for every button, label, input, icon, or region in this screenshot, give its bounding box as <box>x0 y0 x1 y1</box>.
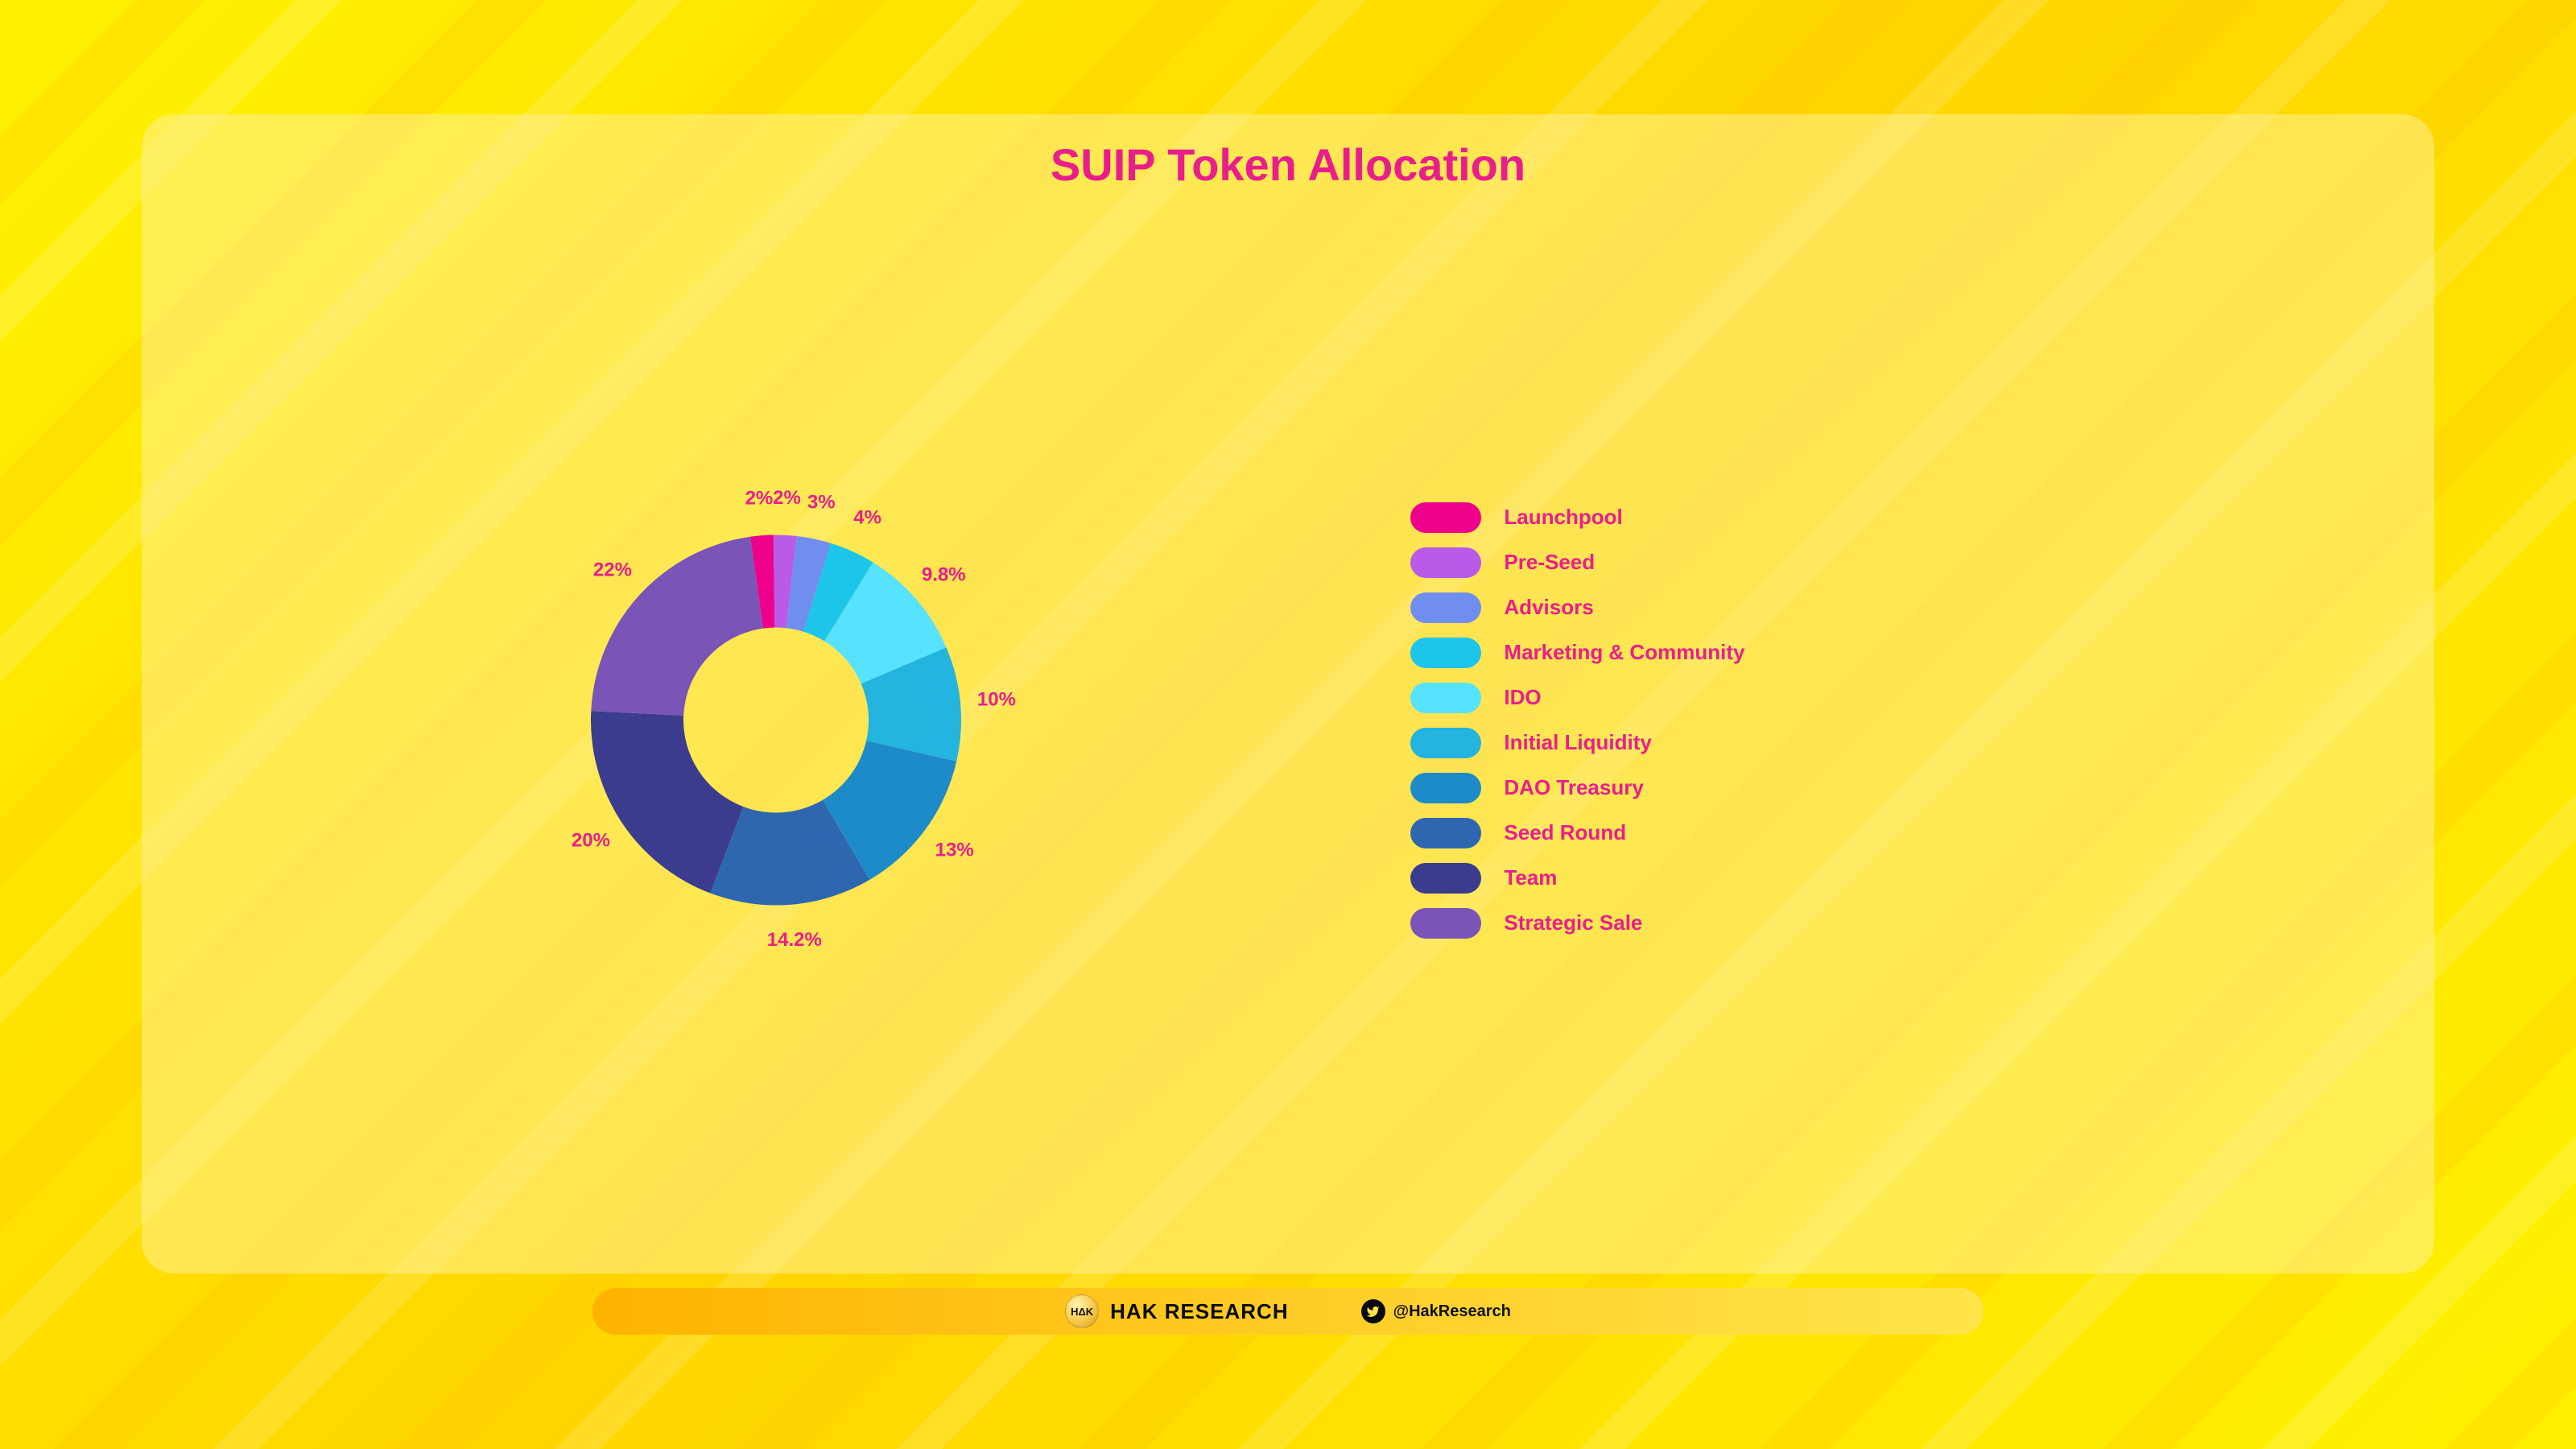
legend-label: Team <box>1504 865 1557 890</box>
legend-item: Team <box>1410 863 2370 894</box>
legend-label: Seed Round <box>1504 820 1626 845</box>
donut-segment <box>591 711 743 893</box>
legend-label: Launchpool <box>1504 505 1622 530</box>
legend-swatch <box>1410 863 1481 894</box>
legend-swatch <box>1410 908 1481 939</box>
legend-swatch <box>1410 773 1481 803</box>
footer-bar: HΔK HAK RESEARCH @HakResearch <box>592 1288 1984 1335</box>
segment-percent-label: 2% <box>773 487 801 509</box>
segment-percent-label: 22% <box>593 559 632 580</box>
legend-item: IDO <box>1410 683 2370 713</box>
segment-percent-label: 2% <box>745 488 774 510</box>
chart-title: SUIP Token Allocation <box>190 138 2386 191</box>
segment-percent-label: 9.8% <box>922 564 966 585</box>
segment-percent-label: 13% <box>935 840 974 861</box>
brand-logo-icon: HΔK <box>1065 1294 1099 1328</box>
brand: HΔK HAK RESEARCH <box>1065 1294 1288 1328</box>
legend-item: Launchpool <box>1410 502 2370 533</box>
legend-swatch <box>1410 818 1481 848</box>
legend-item: Marketing & Community <box>1410 638 2370 668</box>
legend: Launchpool Pre-Seed Advisors Marketing & Co… <box>1410 502 2386 939</box>
legend-swatch <box>1410 547 1481 578</box>
legend-item: Initial Liquidity <box>1410 728 2370 758</box>
donut-chart-container: 2%2% 3% 4% 9.8% 10% 13% 14.2% 20% 22% <box>190 199 1362 1241</box>
legend-swatch <box>1410 592 1481 623</box>
legend-label: Marketing & Community <box>1504 640 1744 665</box>
legend-item: Seed Round <box>1410 818 2370 848</box>
legend-label: DAO Treasury <box>1504 775 1643 800</box>
legend-label: Pre-Seed <box>1504 550 1595 575</box>
legend-label: Initial Liquidity <box>1504 730 1651 755</box>
content-row: 2%2% 3% 4% 9.8% 10% 13% 14.2% 20% 22% Launchpool… <box>190 199 2386 1241</box>
chart-card: SUIP Token Allocation 2%2% 3% 4% 9.8% 10% 13%… <box>142 114 2434 1274</box>
legend-item: Strategic Sale <box>1410 908 2370 939</box>
legend-item: Pre-Seed <box>1410 547 2370 578</box>
twitter-link[interactable]: @HakResearch <box>1361 1299 1511 1323</box>
segment-percent-label: 10% <box>977 688 1016 710</box>
legend-swatch <box>1410 683 1481 713</box>
twitter-handle: @HakResearch <box>1393 1302 1511 1321</box>
legend-item: DAO Treasury <box>1410 773 2370 803</box>
legend-item: Advisors <box>1410 592 2370 623</box>
legend-swatch <box>1410 638 1481 668</box>
twitter-icon <box>1361 1299 1385 1323</box>
segment-percent-label: 4% <box>853 506 881 528</box>
segment-percent-label: 14.2% <box>767 929 822 951</box>
legend-label: Advisors <box>1504 595 1593 620</box>
donut-chart: 2%2% 3% 4% 9.8% 10% 13% 14.2% 20% 22% <box>494 199 1058 1241</box>
brand-logo-text: HΔK <box>1071 1306 1093 1318</box>
legend-swatch <box>1410 728 1481 758</box>
legend-label: IDO <box>1504 685 1541 710</box>
brand-text: HAK RESEARCH <box>1110 1299 1288 1324</box>
segment-percent-label: 20% <box>572 829 610 851</box>
segment-percent-label: 3% <box>807 492 836 514</box>
legend-swatch <box>1410 502 1481 533</box>
legend-label: Strategic Sale <box>1504 910 1642 935</box>
